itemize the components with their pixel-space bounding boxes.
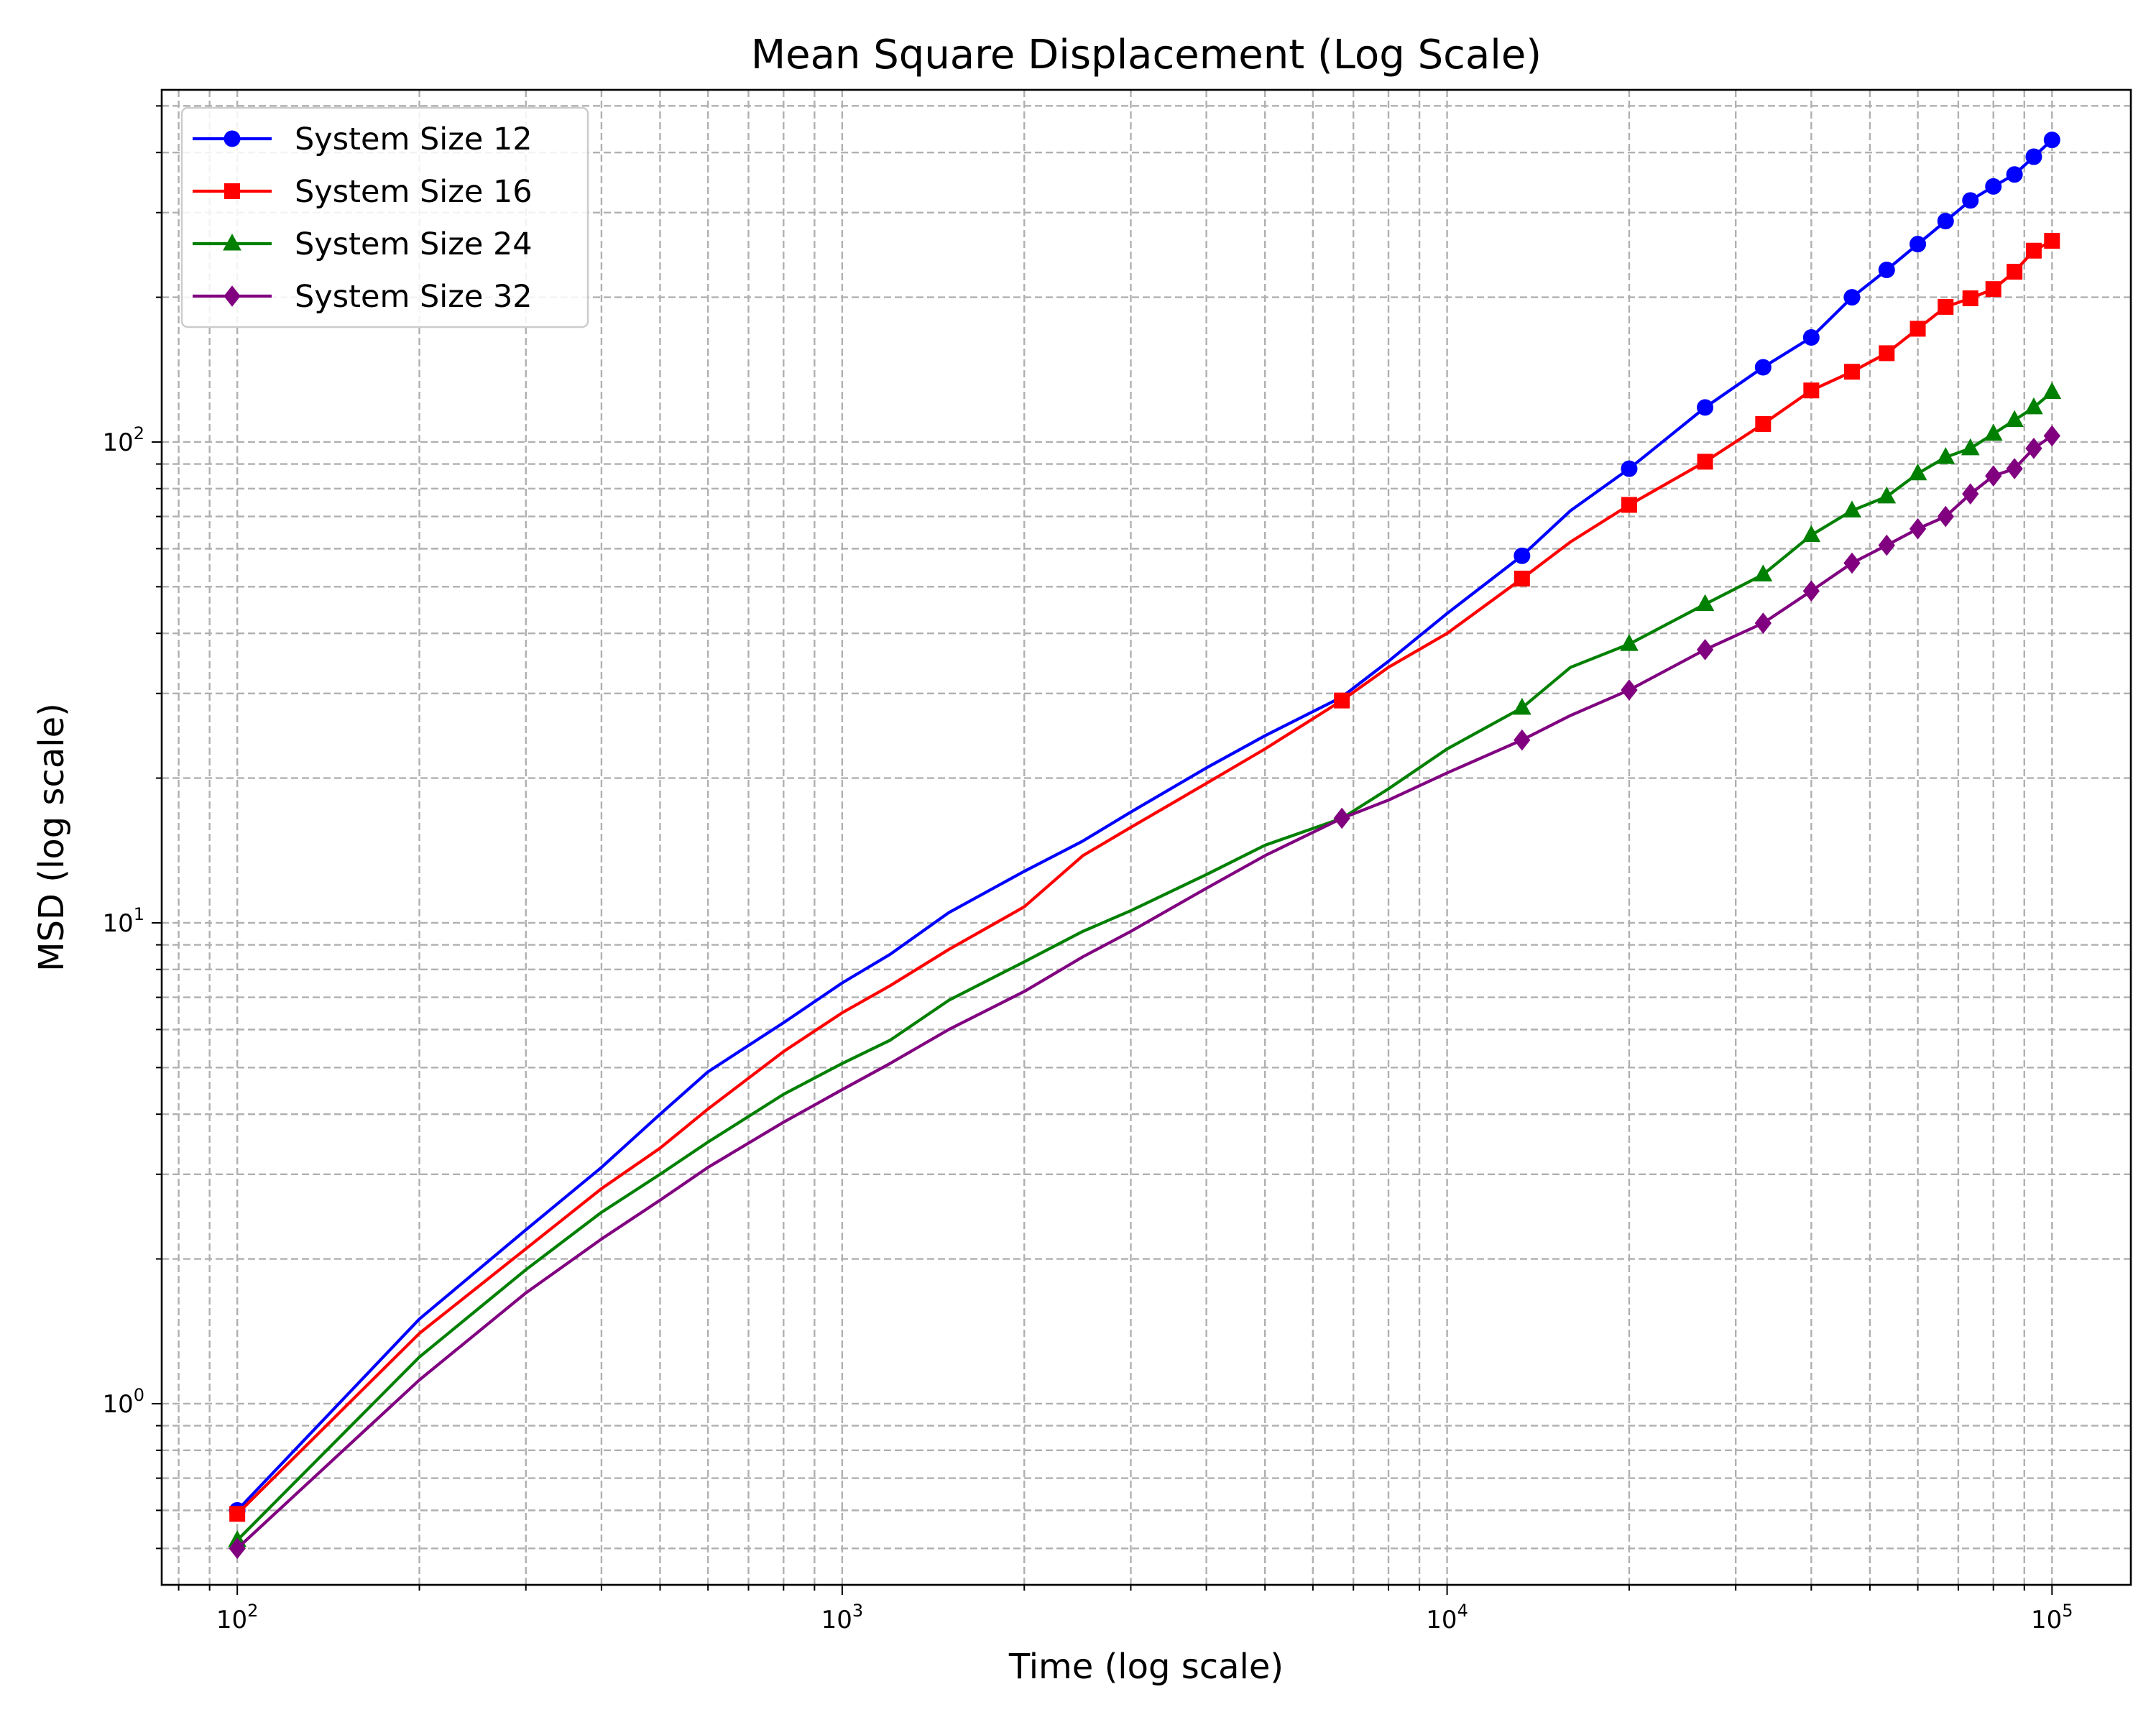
series-line <box>236 390 2053 1542</box>
data-point <box>2044 233 2060 249</box>
data-point <box>1754 359 1772 376</box>
legend-entry-4: System Size 32 <box>193 279 533 315</box>
data-point <box>1984 423 2003 441</box>
data-point <box>1985 465 2002 487</box>
x-tick-label: 105 <box>2031 1601 2073 1634</box>
data-point <box>2005 410 2024 428</box>
data-point <box>1962 290 1978 307</box>
series-line <box>236 239 2053 1515</box>
data-point <box>1985 281 2001 298</box>
plot-frame <box>160 88 2132 1586</box>
x-axis-label: Time (log scale) <box>1008 1647 1284 1687</box>
data-point <box>1909 518 1927 540</box>
legend-marker <box>224 183 240 199</box>
data-point <box>1937 505 1954 528</box>
series-layer <box>228 132 2062 1560</box>
data-point <box>1803 382 1820 399</box>
data-point <box>1938 298 1954 315</box>
data-point <box>1697 399 1714 416</box>
data-point <box>1754 564 1773 581</box>
legend-entry-2: System Size 16 <box>193 174 533 210</box>
data-point <box>1879 345 1895 362</box>
data-point <box>2025 148 2042 165</box>
data-point <box>1843 364 1860 380</box>
data-point <box>2024 397 2043 415</box>
data-point <box>1621 497 1637 513</box>
x-tick-label: 104 <box>1426 1601 1468 1634</box>
data-point <box>2007 264 2023 280</box>
data-point <box>1802 328 1820 346</box>
data-point <box>229 1506 246 1522</box>
axis-ticks: 102 103 104 105 100 101 102 <box>102 105 2073 1634</box>
data-point <box>1514 547 1531 564</box>
data-point <box>1843 552 1861 574</box>
data-point <box>1620 634 1639 651</box>
data-point <box>1334 692 1350 709</box>
data-point <box>1985 178 2002 195</box>
data-point <box>1843 500 1861 518</box>
y-axis-label: MSD (log scale) <box>32 703 72 972</box>
x-tick-label: 103 <box>821 1601 864 1634</box>
legend: System Size 12 System Size 16 System Size … <box>180 106 589 328</box>
data-point <box>1909 321 1926 337</box>
x-tick-label: 102 <box>216 1601 259 1634</box>
data-point <box>1936 447 1955 464</box>
data-point <box>1802 525 1821 543</box>
legend-label: System Size 16 <box>295 174 533 210</box>
data-point <box>1333 807 1350 829</box>
data-point <box>1695 594 1715 612</box>
data-point <box>2043 425 2060 447</box>
series-line <box>236 434 2053 1550</box>
data-point <box>1696 639 1714 661</box>
series-4 <box>229 425 2060 1560</box>
data-point <box>1755 415 1772 432</box>
legend-entry-1: System Size 12 <box>193 121 533 157</box>
legend-label: System Size 12 <box>295 121 533 157</box>
series-1 <box>229 132 2060 1519</box>
data-point <box>1962 192 1979 209</box>
data-point <box>229 1537 246 1560</box>
series-3 <box>228 382 2062 1547</box>
data-point <box>1909 236 1927 253</box>
data-point <box>1961 438 1980 456</box>
data-point <box>1514 570 1530 586</box>
data-point <box>2006 166 2023 183</box>
data-point <box>1621 460 1638 477</box>
legend-label: System Size 24 <box>295 226 533 262</box>
data-point <box>1878 534 1895 556</box>
data-point <box>1697 454 1713 470</box>
data-point <box>1512 697 1531 715</box>
data-point <box>1754 612 1772 634</box>
data-point <box>1877 486 1897 504</box>
data-point <box>1621 679 1638 701</box>
grid <box>162 90 2131 1585</box>
data-point <box>1962 483 1979 505</box>
chart-title: Mean Square Displacement (Log Scale) <box>751 32 1542 78</box>
y-tick-label: 102 <box>102 423 144 457</box>
data-point <box>2025 242 2042 259</box>
series-line <box>236 139 2053 1512</box>
y-tick-label: 100 <box>102 1385 144 1419</box>
data-point <box>1802 580 1820 602</box>
legend-marker <box>224 285 241 307</box>
data-point <box>1514 729 1531 751</box>
data-point <box>1908 463 1927 481</box>
y-tick-label: 101 <box>102 904 144 938</box>
data-point <box>1937 213 1954 230</box>
legend-label: System Size 32 <box>295 279 533 315</box>
data-point <box>2006 458 2023 479</box>
data-point <box>2025 438 2042 459</box>
legend-box <box>180 106 589 328</box>
legend-marker <box>223 233 241 251</box>
series-2 <box>229 233 2060 1522</box>
legend-entry-3: System Size 24 <box>193 226 533 262</box>
data-point <box>1843 289 1861 306</box>
legend-marker <box>224 130 241 147</box>
data-point <box>2042 382 2062 400</box>
data-point <box>2043 132 2060 149</box>
data-point <box>1878 262 1895 279</box>
